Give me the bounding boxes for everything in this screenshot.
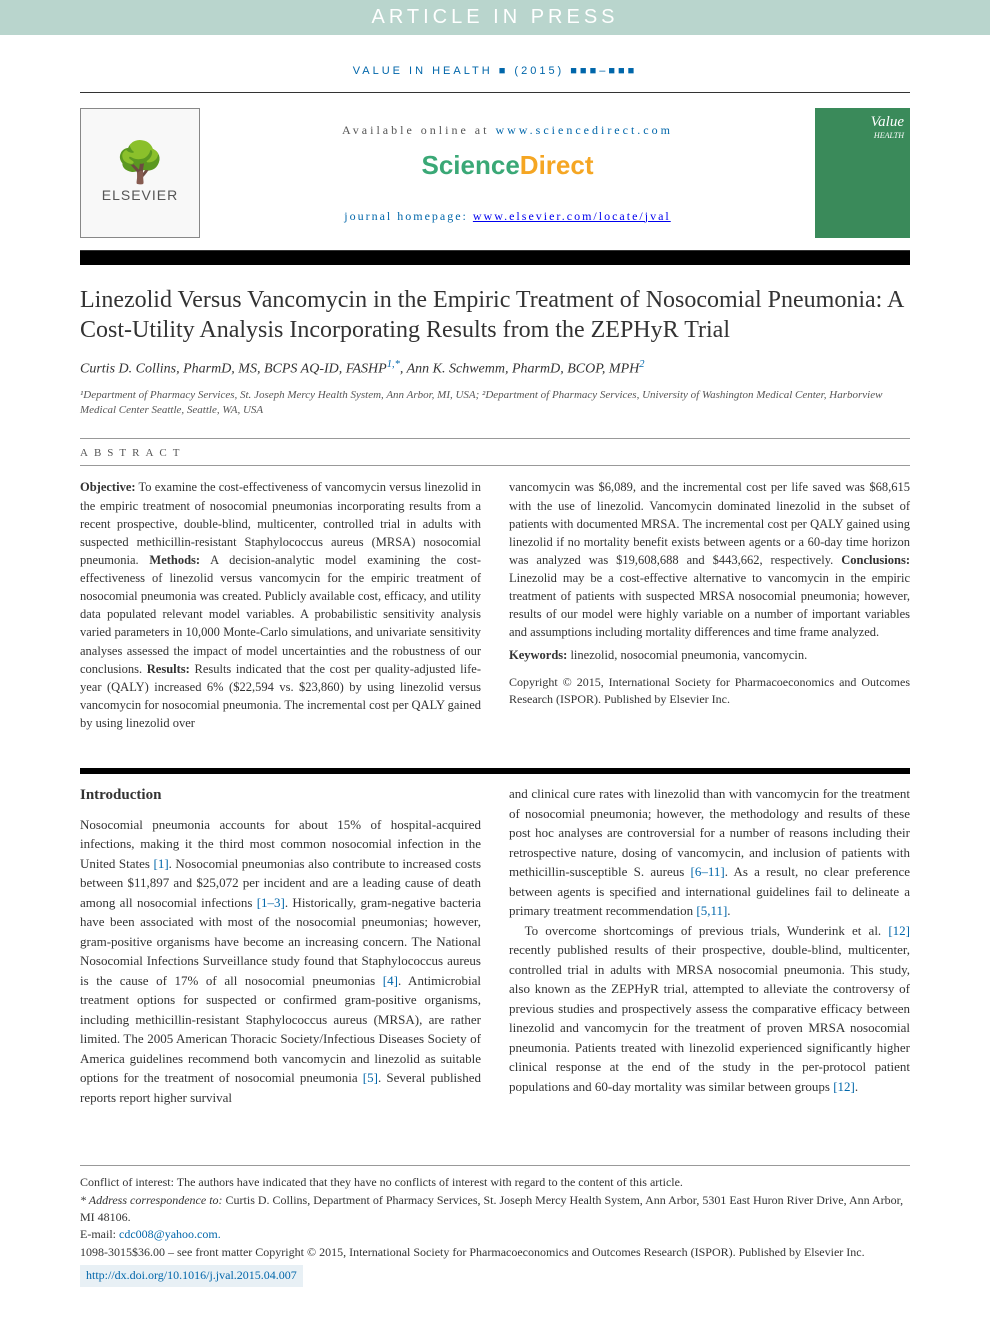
keywords-text: linezolid, nosocomial pneumonia, vancomy… [567, 648, 807, 662]
ref-6-11-link[interactable]: [6–11] [691, 864, 725, 879]
journal-homepage: journal homepage: www.elsevier.com/locat… [200, 209, 815, 224]
keywords-line: Keywords: linezolid, nosocomial pneumoni… [509, 646, 910, 664]
email-label: E-mail: [80, 1227, 119, 1241]
journal-cover-thumbnail: Value HEALTH [815, 108, 910, 238]
header-center: Available online at www.sciencedirect.co… [200, 123, 815, 224]
header-band: 🌳 ELSEVIER Available online at www.scien… [80, 92, 910, 251]
sciencedirect-link[interactable]: www.sciencedirect.com [495, 123, 673, 137]
author-2-affiliation-link[interactable]: 2 [639, 359, 644, 370]
abstract-label: ABSTRACT [80, 447, 185, 459]
main-content: Linezolid Versus Vancomycin in the Empir… [0, 265, 990, 1137]
sciencedirect-logo: ScienceDirect [200, 150, 815, 181]
ref-1-3-link[interactable]: [1–3] [257, 895, 285, 910]
intro-text-2c: . [727, 903, 730, 918]
email-line: E-mail: cdc008@yahoo.com. [80, 1226, 910, 1243]
abstract-columns: Objective: To examine the cost-effective… [80, 478, 910, 732]
elsevier-name: ELSEVIER [102, 187, 178, 203]
elsevier-tree-icon: 🌳 [115, 143, 165, 183]
intro-para-1-cont: and clinical cure rates with linezolid t… [509, 784, 910, 921]
intro-text-3a: To overcome shortcomings of previous tri… [525, 923, 889, 938]
intro-text-1d: . Antimicrobial treatment options for su… [80, 973, 481, 1086]
intro-columns: Introduction Nosocomial pneumonia accoun… [80, 784, 910, 1107]
available-online: Available online at www.sciencedirect.co… [200, 123, 815, 138]
abstract-rule: ABSTRACT [80, 438, 910, 466]
objective-label: Objective: [80, 480, 136, 494]
homepage-link[interactable]: www.elsevier.com/locate/jval [473, 209, 671, 223]
abstract-copyright: Copyright © 2015, International Society … [509, 674, 910, 709]
ref-5-11-link[interactable]: [5,11] [696, 903, 727, 918]
results-label: Results: [147, 662, 190, 676]
authors-line: Curtis D. Collins, PharmD, MS, BCPS AQ-I… [80, 359, 910, 378]
sciencedirect-dir: Direct [520, 150, 594, 180]
doi-link[interactable]: http://dx.doi.org/10.1016/j.jval.2015.04… [86, 1268, 297, 1282]
elsevier-logo: 🌳 ELSEVIER [80, 108, 200, 238]
intro-col-2: and clinical cure rates with linezolid t… [509, 784, 910, 1107]
conclusions-label: Conclusions: [841, 553, 910, 567]
intro-heading: Introduction [80, 784, 481, 807]
methods-label: Methods: [149, 553, 200, 567]
intro-text-3c: . [855, 1079, 858, 1094]
ref-12b-link[interactable]: [12] [833, 1079, 855, 1094]
conflict-of-interest: Conflict of interest: The authors have i… [80, 1174, 910, 1191]
homepage-label: journal homepage: [344, 209, 473, 223]
footer: Conflict of interest: The authors have i… [0, 1174, 990, 1316]
cover-subtitle: HEALTH [821, 131, 904, 140]
ref-5-link[interactable]: [5] [363, 1070, 378, 1085]
correspondence: * Address correspondence to: Curtis D. C… [80, 1192, 910, 1227]
black-divider-bar [80, 251, 910, 265]
sciencedirect-sci: Science [422, 150, 520, 180]
abstract-col-2: vancomycin was $6,089, and the increment… [509, 478, 910, 732]
correspondence-label: * Address correspondence to: [80, 1193, 223, 1207]
author-2: , Ann K. Schwemm, PharmD, BCOP, MPH [400, 362, 639, 377]
keywords-label: Keywords: [509, 648, 567, 662]
intro-text-3b: recently published results of their pros… [509, 942, 910, 1094]
article-title: Linezolid Versus Vancomycin in the Empir… [80, 285, 910, 345]
intro-para-2: To overcome shortcomings of previous tri… [509, 921, 910, 1097]
available-text: Available online at [342, 123, 495, 137]
methods-text: A decision-analytic model examining the … [80, 553, 481, 676]
journal-reference: VALUE IN HEALTH ■ (2015) ■■■–■■■ [0, 35, 990, 92]
ref-12-link[interactable]: [12] [888, 923, 910, 938]
intro-rule [80, 768, 910, 774]
author-1: Curtis D. Collins, PharmD, MS, BCPS AQ-I… [80, 362, 387, 377]
doi-box: http://dx.doi.org/10.1016/j.jval.2015.04… [80, 1265, 303, 1286]
issn-copyright: 1098-3015$36.00 – see front matter Copyr… [80, 1244, 910, 1261]
abstract-col-1: Objective: To examine the cost-effective… [80, 478, 481, 732]
author-1-affiliation-link[interactable]: 1,* [387, 359, 400, 370]
conclusions-text: Linezolid may be a cost-effective altern… [509, 571, 910, 639]
ref-4-link[interactable]: [4] [383, 973, 398, 988]
footer-rule [80, 1165, 910, 1166]
intro-para-1: Nosocomial pneumonia accounts for about … [80, 815, 481, 1108]
article-in-press-banner: ARTICLE IN PRESS [0, 0, 990, 35]
affiliations: ¹Department of Pharmacy Services, St. Jo… [80, 388, 910, 419]
intro-col-1: Introduction Nosocomial pneumonia accoun… [80, 784, 481, 1107]
cover-title: Value [821, 114, 904, 131]
email-link[interactable]: cdc008@yahoo.com. [119, 1227, 221, 1241]
ref-1-link[interactable]: [1] [153, 856, 168, 871]
